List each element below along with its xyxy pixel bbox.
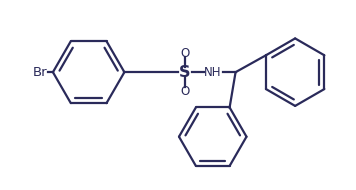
Text: S: S xyxy=(179,65,191,80)
Text: O: O xyxy=(180,85,190,97)
Text: NH: NH xyxy=(204,66,221,79)
Text: Br: Br xyxy=(32,66,47,79)
Text: O: O xyxy=(180,47,190,60)
